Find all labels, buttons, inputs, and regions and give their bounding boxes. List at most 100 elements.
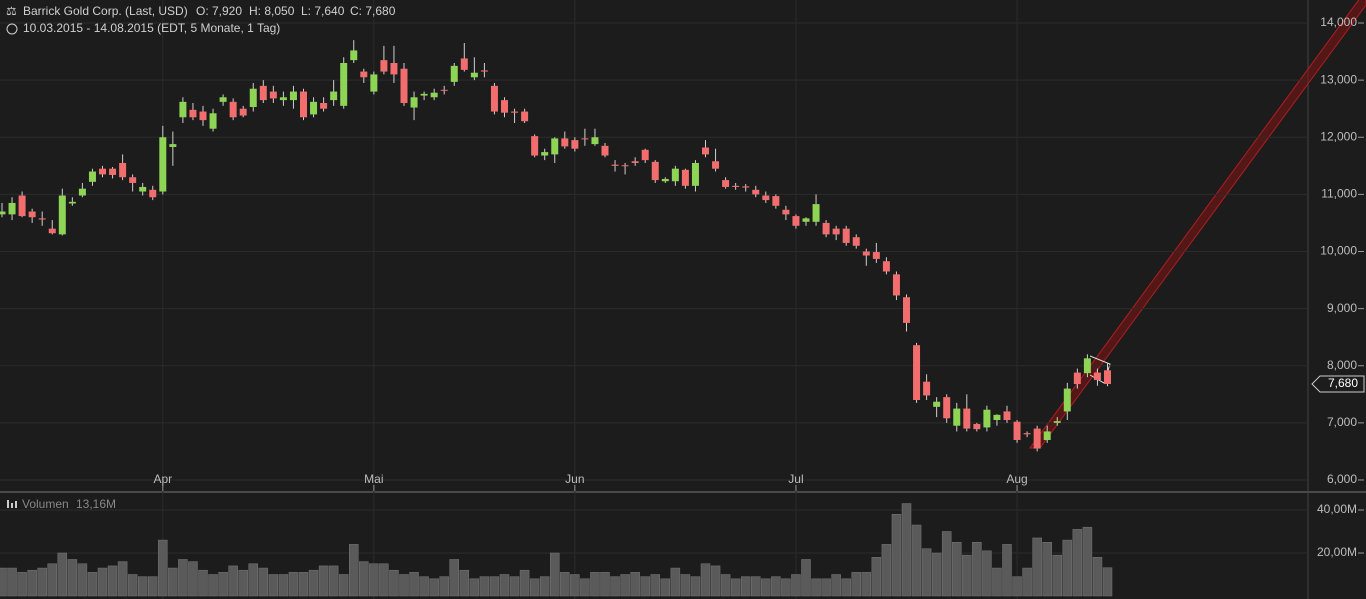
candle-body (129, 177, 137, 183)
volume-bar (57, 552, 68, 597)
candle-body (973, 423, 981, 430)
volume-bar (771, 576, 781, 597)
volume-bar (479, 576, 490, 597)
candle-body (109, 168, 117, 175)
volume-bar (67, 559, 78, 597)
volume-bar (982, 550, 992, 597)
volume-bar (107, 565, 118, 597)
volume-bar (921, 548, 932, 597)
candle-body (752, 189, 760, 195)
volume-bar (519, 569, 530, 597)
candle-body (1053, 421, 1061, 423)
volume-bar (0, 567, 7, 597)
candle-body (702, 147, 709, 155)
volume-bar (590, 572, 600, 597)
volume-bar (630, 572, 640, 597)
volume-bar (228, 565, 238, 597)
candle-body (1023, 433, 1031, 435)
volume-bar (47, 563, 57, 597)
volume-title: Volumen (22, 497, 69, 511)
y-tick-label: 8,000 (1327, 358, 1357, 372)
candle-body (943, 397, 951, 419)
candle-body (892, 274, 900, 296)
volume-bar (710, 565, 721, 597)
volume-bar (861, 572, 872, 597)
volume-bar (610, 576, 620, 597)
volume-bar (198, 569, 208, 597)
header-close: C: 7,680 (350, 4, 396, 18)
candle-body (621, 165, 629, 167)
candle-body (882, 261, 890, 272)
volume-bar (509, 576, 520, 597)
volume-bar (821, 578, 831, 597)
volume-bar (740, 576, 751, 597)
candle-body (732, 185, 740, 187)
volume-bar (911, 524, 922, 597)
candle-body (390, 63, 398, 75)
volume-bar (429, 578, 439, 597)
volume-bar (188, 561, 198, 597)
candle-body (68, 201, 76, 204)
candle-body (782, 209, 790, 215)
volume-bar (660, 578, 671, 597)
volume-bar (379, 563, 389, 597)
candle-body (229, 101, 237, 118)
volume-bar (539, 576, 550, 597)
candle-body (209, 113, 217, 129)
volume-bar (419, 576, 429, 597)
volume-bar (881, 544, 892, 597)
candle-body (340, 63, 348, 106)
volume-bar (208, 574, 218, 597)
candle-body (1003, 411, 1011, 421)
candle-body (631, 161, 639, 163)
candle-body (983, 409, 991, 428)
candle-body (440, 89, 448, 91)
volume-bar (781, 578, 791, 597)
candle-body (521, 111, 529, 122)
candle-body (792, 216, 800, 226)
volume-bar (841, 578, 851, 597)
candle-body (269, 91, 277, 99)
last-price-label: 7,680 (1328, 376, 1358, 390)
candle-body (38, 218, 46, 220)
volume-bar (17, 572, 27, 597)
volume-bar (349, 544, 359, 597)
candle-body (591, 137, 599, 145)
volume-bar (620, 574, 630, 597)
chart-title: Barrick Gold Corp. (Last, USD) (23, 4, 188, 18)
candle-body (772, 196, 780, 206)
candle-body (199, 111, 207, 121)
volume-bar (650, 574, 660, 597)
candle-body (239, 108, 247, 116)
header-low: L: 7,640 (301, 4, 345, 18)
volume-icon (7, 500, 9, 508)
candle-body (78, 188, 86, 196)
volume-bar (1032, 537, 1042, 597)
candle-body (963, 408, 971, 429)
y-tick-label: 13,000 (1320, 72, 1357, 86)
volume-bar (168, 567, 178, 597)
candle-body (179, 101, 187, 118)
candle-body (88, 171, 96, 182)
candle-body (903, 297, 910, 323)
candle-body (119, 162, 127, 178)
volume-bar (338, 574, 349, 597)
volume-bar (308, 569, 319, 597)
volume-bar (600, 572, 610, 597)
header-high: H: 8,050 (249, 4, 295, 18)
volume-bar (137, 576, 148, 597)
candle-body (460, 58, 468, 70)
volume-bar (670, 567, 681, 597)
volume-bar (791, 574, 801, 597)
candle-body (8, 202, 16, 215)
volume-bar (359, 561, 369, 597)
candle-body (400, 68, 408, 103)
date-range: 10.03.2015 - 14.08.2015 (EDT, 5 Monate, … (23, 21, 280, 35)
candle-body (501, 100, 508, 113)
candle-body (219, 97, 227, 102)
volume-bar (258, 567, 269, 597)
volume-bar (459, 569, 470, 597)
volume-bar (751, 576, 761, 597)
candle-body (681, 169, 689, 186)
